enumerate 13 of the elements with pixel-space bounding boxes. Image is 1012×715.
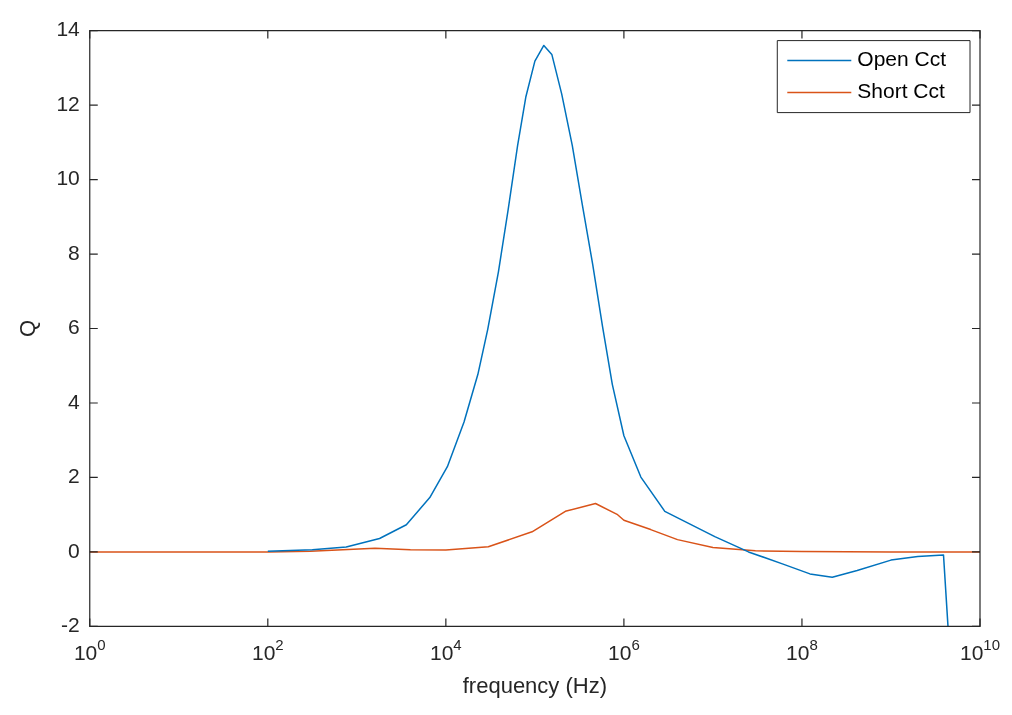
y-tick-label: -2 — [61, 613, 80, 637]
y-axis-title: Q — [15, 319, 41, 338]
legend-label: Open Cct — [857, 47, 947, 71]
y-tick-label: 10 — [56, 166, 80, 190]
y-tick-label: 6 — [68, 315, 80, 339]
y-tick-label: 12 — [56, 91, 80, 115]
x-axis-title: frequency (Hz) — [462, 672, 608, 698]
y-tick-label: 2 — [68, 464, 80, 488]
legend-label: Short Cct — [857, 79, 945, 103]
y-tick-label: 8 — [68, 240, 80, 264]
y-tick-label: 14 — [56, 17, 81, 41]
y-tick-label: 4 — [68, 389, 81, 413]
y-tick-label: 0 — [68, 538, 80, 562]
